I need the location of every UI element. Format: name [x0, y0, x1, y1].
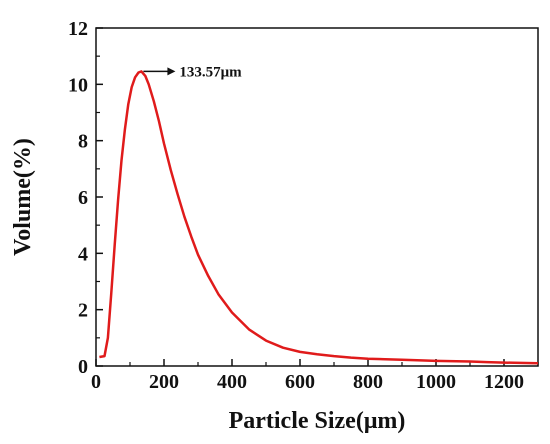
- x-tick-label: 400: [217, 371, 247, 393]
- annotation-arrowhead: [167, 67, 176, 76]
- y-tick-label: 8: [78, 131, 88, 153]
- plot-frame: [95, 27, 539, 367]
- x-tick-label: 600: [285, 371, 315, 393]
- x-tick-label: 1000: [416, 371, 456, 393]
- y-tick-label: 0: [78, 356, 88, 378]
- y-axis-title: Volume(%): [10, 138, 36, 256]
- x-tick-label: 1200: [484, 371, 524, 393]
- x-tick-label: 200: [149, 371, 179, 393]
- series-line: [99, 70, 539, 365]
- x-axis: 0 200 400 600 800 1000 1200: [91, 359, 539, 393]
- y-tick-label: 4: [78, 243, 88, 265]
- x-tick-label: 800: [353, 371, 383, 393]
- y-tick-label: 2: [78, 300, 88, 322]
- x-tick-label: 0: [91, 371, 101, 393]
- y-tick-label: 12: [68, 18, 88, 40]
- annotation-label: 133.57μm: [179, 64, 242, 80]
- x-axis-title: Particle Size(μm): [229, 408, 406, 434]
- y-tick-label: 10: [68, 74, 88, 96]
- peak-annotation: 133.57μm: [143, 64, 242, 80]
- y-axis: 0 2 4 6 8 10 12: [68, 18, 103, 378]
- y-tick-label: 6: [78, 187, 88, 209]
